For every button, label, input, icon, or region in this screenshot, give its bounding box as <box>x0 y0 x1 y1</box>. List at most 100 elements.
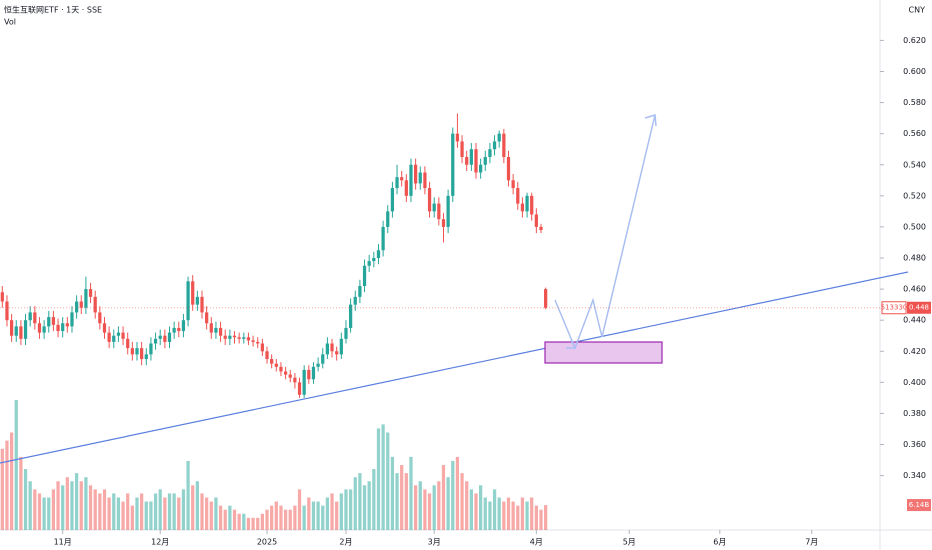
y-tick-label: 0.340 <box>903 471 926 480</box>
volume-bar <box>386 432 390 530</box>
volume-bar <box>33 489 37 530</box>
volume-bar <box>506 497 511 530</box>
candle-body <box>102 323 107 333</box>
candle-body <box>539 226 543 231</box>
candle-body <box>61 323 65 332</box>
candle-body <box>88 289 93 297</box>
candle-body <box>112 335 116 342</box>
volume-bar <box>70 481 74 530</box>
y-tick-label: 0.380 <box>903 409 926 418</box>
candle-body <box>163 335 167 342</box>
volume-bar <box>28 481 32 530</box>
volume-bar <box>400 465 404 530</box>
candle-body <box>400 177 404 181</box>
volume-bar <box>144 501 148 530</box>
candle-body <box>502 133 506 157</box>
volume-bar <box>497 497 501 530</box>
candle-body <box>265 351 269 360</box>
candle-body <box>525 195 529 212</box>
volume-bar <box>167 493 172 530</box>
candle-body <box>9 320 14 336</box>
volume-bar <box>437 481 441 530</box>
volume-bar <box>483 497 487 530</box>
candle-body <box>19 326 23 339</box>
candle-body <box>437 203 441 220</box>
volume-bar <box>516 505 520 530</box>
chart-title: 恒生互联网ETF · 1天 · SSE <box>4 5 102 15</box>
candle-body <box>311 366 316 380</box>
volume-bar <box>455 456 460 530</box>
volume-bar <box>376 428 381 530</box>
volume-bar <box>270 505 274 530</box>
volume-bar <box>544 505 548 530</box>
candle-body <box>130 348 134 355</box>
candle-body <box>242 337 246 339</box>
candle-body <box>260 343 264 352</box>
candle-body <box>432 203 436 212</box>
volume-bar <box>530 497 534 530</box>
candle-body <box>307 369 311 380</box>
candle-body <box>70 312 74 327</box>
candle-body <box>116 332 121 336</box>
volume-bar <box>251 517 255 530</box>
trend-line <box>0 271 909 464</box>
x-tick-label: 4月 <box>530 538 543 547</box>
currency: CNY <box>909 6 926 15</box>
candle-body <box>177 327 181 332</box>
candle-body <box>5 301 9 321</box>
candle-body <box>488 149 492 157</box>
candle-body <box>121 332 125 339</box>
volume-bar <box>228 505 232 530</box>
volume-bar <box>311 501 316 530</box>
x-tick-label: 6月 <box>713 538 726 547</box>
volume-bar <box>265 509 269 530</box>
volume-bar <box>116 497 121 530</box>
candle-body <box>135 348 139 355</box>
volume-bar <box>413 485 418 530</box>
volume-bar <box>353 477 357 530</box>
arrow-head <box>566 339 577 349</box>
candle-body <box>191 281 195 305</box>
candle-body <box>520 203 525 212</box>
volume-bar <box>130 505 134 530</box>
candle-body <box>465 156 469 165</box>
volume-bar <box>102 489 107 530</box>
volume-bar <box>209 501 213 530</box>
candle-body <box>14 326 18 336</box>
volume-bar <box>14 400 18 530</box>
volume-bar <box>344 489 348 530</box>
candle-body <box>283 371 288 375</box>
x-tick-label: 12月 <box>151 538 169 547</box>
candle-body <box>418 172 422 184</box>
volume-bar <box>163 497 167 530</box>
candle-body <box>153 338 158 344</box>
candle-body <box>288 374 292 378</box>
candle-body <box>209 323 213 333</box>
candle-body <box>381 226 385 251</box>
volume-bar <box>56 481 60 530</box>
volume-bar <box>502 501 506 530</box>
last-price-bg <box>907 301 931 314</box>
volume-bar <box>358 473 362 530</box>
y-tick-label: 0.500 <box>903 222 926 231</box>
volume-bar <box>88 485 93 530</box>
candle-body <box>186 281 190 321</box>
volume-bar <box>74 473 79 530</box>
candle-body <box>297 382 302 395</box>
candle-body <box>441 219 446 227</box>
volume-bar <box>149 501 153 530</box>
candle-body <box>256 341 260 344</box>
candle-body <box>28 312 32 321</box>
volume-bar <box>260 513 264 530</box>
target-zone <box>544 341 663 364</box>
y-tick-label: 0.360 <box>903 440 926 449</box>
volume-bar <box>451 460 455 530</box>
candle-body <box>516 188 520 204</box>
volume-bar <box>195 481 199 530</box>
volume-bar <box>441 465 446 530</box>
volume-bar <box>418 481 422 530</box>
candle-body <box>469 149 473 165</box>
candle-body <box>144 354 148 360</box>
